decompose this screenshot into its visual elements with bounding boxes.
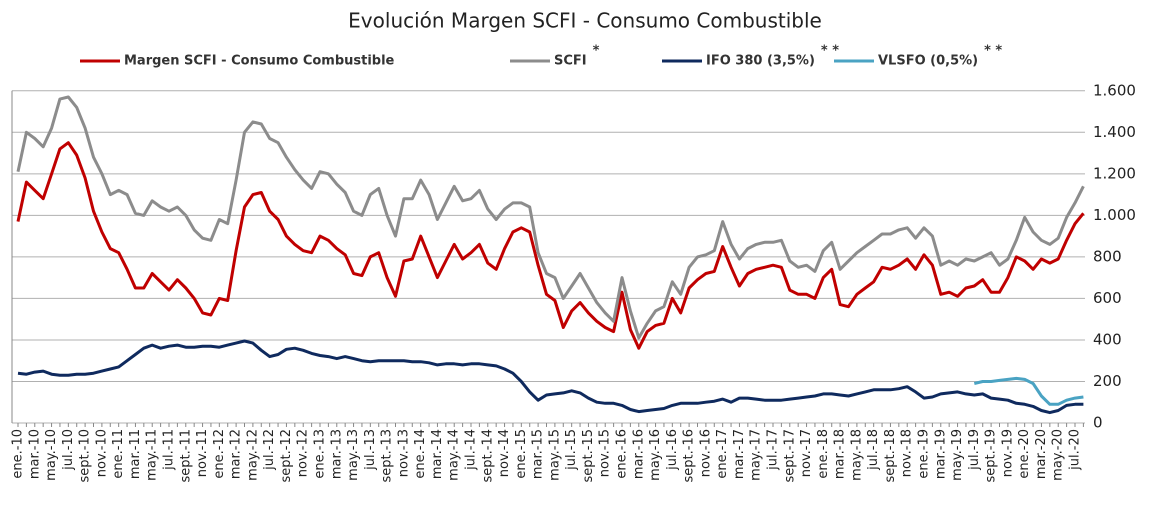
x-tick-label: nov.-17 [799, 429, 814, 477]
x-tick-label: nov.-10 [94, 429, 109, 477]
x-tick-label: may.-20 [1051, 429, 1066, 481]
x-tick-label: sept.-14 [480, 429, 495, 483]
legend-note: * * [821, 44, 839, 59]
x-tick-label: may.-16 [648, 429, 663, 481]
x-tick-label: jul.-17 [766, 429, 781, 471]
x-tick-label: sept.-15 [581, 429, 596, 483]
x-tick-label: mar.-11 [128, 429, 143, 479]
x-tick-label: ene.-16 [615, 429, 630, 479]
y-tick-label: 1.200 [1093, 164, 1136, 182]
x-tick-label: nov.-15 [598, 429, 613, 477]
x-tick-label: ene.-10 [11, 429, 26, 479]
y-tick-label: 600 [1093, 289, 1122, 307]
x-tick-label: ene.-11 [111, 429, 126, 479]
x-tick-label: mar.-10 [27, 429, 42, 479]
x-tick-label: jul.-19 [967, 429, 982, 471]
x-tick-label: ene.-20 [1017, 429, 1032, 479]
x-tick-label: may.-14 [447, 429, 462, 481]
series-line [16, 95, 1085, 340]
legend-note: * [593, 44, 600, 59]
x-tick-label: jul.-18 [866, 429, 881, 471]
y-tick-label: 1.600 [1093, 81, 1136, 99]
x-tick-label: sept.-16 [682, 429, 697, 483]
x-tick-label: sept.-12 [279, 429, 294, 483]
x-tick-label: may.-17 [749, 429, 764, 481]
x-tick-label: sept.-10 [78, 429, 93, 483]
x-tick-label: sept.-18 [883, 429, 898, 483]
x-tick-label: may.-13 [346, 429, 361, 481]
x-tick-label: jul.-15 [564, 429, 579, 471]
legend-label: VLSFO (0,5%) [878, 54, 978, 69]
x-tick-label: ene.-19 [917, 429, 932, 479]
x-tick-label: ene.-15 [514, 429, 529, 479]
x-tick-label: may.-18 [849, 429, 864, 481]
x-tick-label: mar.-17 [732, 429, 747, 479]
x-tick-label: may.-12 [245, 429, 260, 481]
x-tick-label: may.-19 [950, 429, 965, 481]
x-tick-label: sept.-19 [984, 429, 999, 483]
legend-label: Margen SCFI - Consumo Combustible [124, 54, 395, 69]
y-tick-label: 800 [1093, 247, 1122, 265]
x-tick-label: mar.-12 [229, 429, 244, 479]
y-tick-label: 1.400 [1093, 123, 1136, 141]
series-line [17, 339, 1084, 415]
y-tick-label: 1.000 [1093, 206, 1136, 224]
x-tick-label: nov.-13 [396, 429, 411, 477]
x-tick-label: jul.-13 [363, 429, 378, 471]
y-tick-label: 0 [1093, 414, 1103, 432]
x-tick-label: ene.-18 [816, 429, 831, 479]
legend-label: IFO 380 (3,5%) [706, 54, 815, 69]
y-tick-label: 200 [1093, 372, 1122, 390]
x-tick-label: mar.-18 [833, 429, 848, 479]
x-tick-label: mar.-14 [430, 429, 445, 479]
x-tick-label: sept.-11 [178, 429, 193, 483]
x-tick-label: may.-11 [145, 429, 160, 481]
series-line [16, 141, 1085, 350]
x-tick-label: jul.-16 [665, 429, 680, 471]
chart-title: Evolución Margen SCFI - Consumo Combusti… [348, 9, 822, 33]
x-tick-label: mar.-19 [933, 429, 948, 479]
x-tick-label: sept.-13 [380, 429, 395, 483]
x-tick-label: mar.-13 [329, 429, 344, 479]
y-tick-label: 400 [1093, 330, 1122, 348]
legend-note: * * [984, 44, 1002, 59]
x-tick-label: jul.-20 [1068, 429, 1083, 471]
x-tick-label: mar.-15 [531, 429, 546, 479]
x-tick-label: jul.-12 [262, 429, 277, 471]
x-tick-label: jul.-11 [162, 429, 177, 471]
x-tick-label: ene.-13 [313, 429, 328, 479]
x-tick-label: jul.-14 [464, 429, 479, 471]
series-line [973, 376, 1084, 406]
x-tick-label: mar.-16 [631, 429, 646, 479]
x-tick-label: nov.-14 [497, 429, 512, 477]
legend-label: SCFI [554, 54, 587, 69]
x-tick-label: mar.-20 [1034, 429, 1049, 479]
x-tick-label: may.-10 [44, 429, 59, 481]
x-tick-label: nov.-12 [296, 429, 311, 477]
x-tick-label: nov.-16 [698, 429, 713, 477]
x-tick-label: ene.-12 [212, 429, 227, 479]
x-tick-label: sept.-17 [782, 429, 797, 483]
x-tick-label: ene.-17 [715, 429, 730, 479]
x-tick-label: jul.-10 [61, 429, 76, 471]
x-tick-label: ene.-14 [413, 429, 428, 479]
x-tick-label: nov.-19 [1000, 429, 1015, 477]
x-tick-label: nov.-18 [900, 429, 915, 477]
x-tick-label: nov.-11 [195, 429, 210, 477]
x-tick-label: may.-15 [547, 429, 562, 481]
